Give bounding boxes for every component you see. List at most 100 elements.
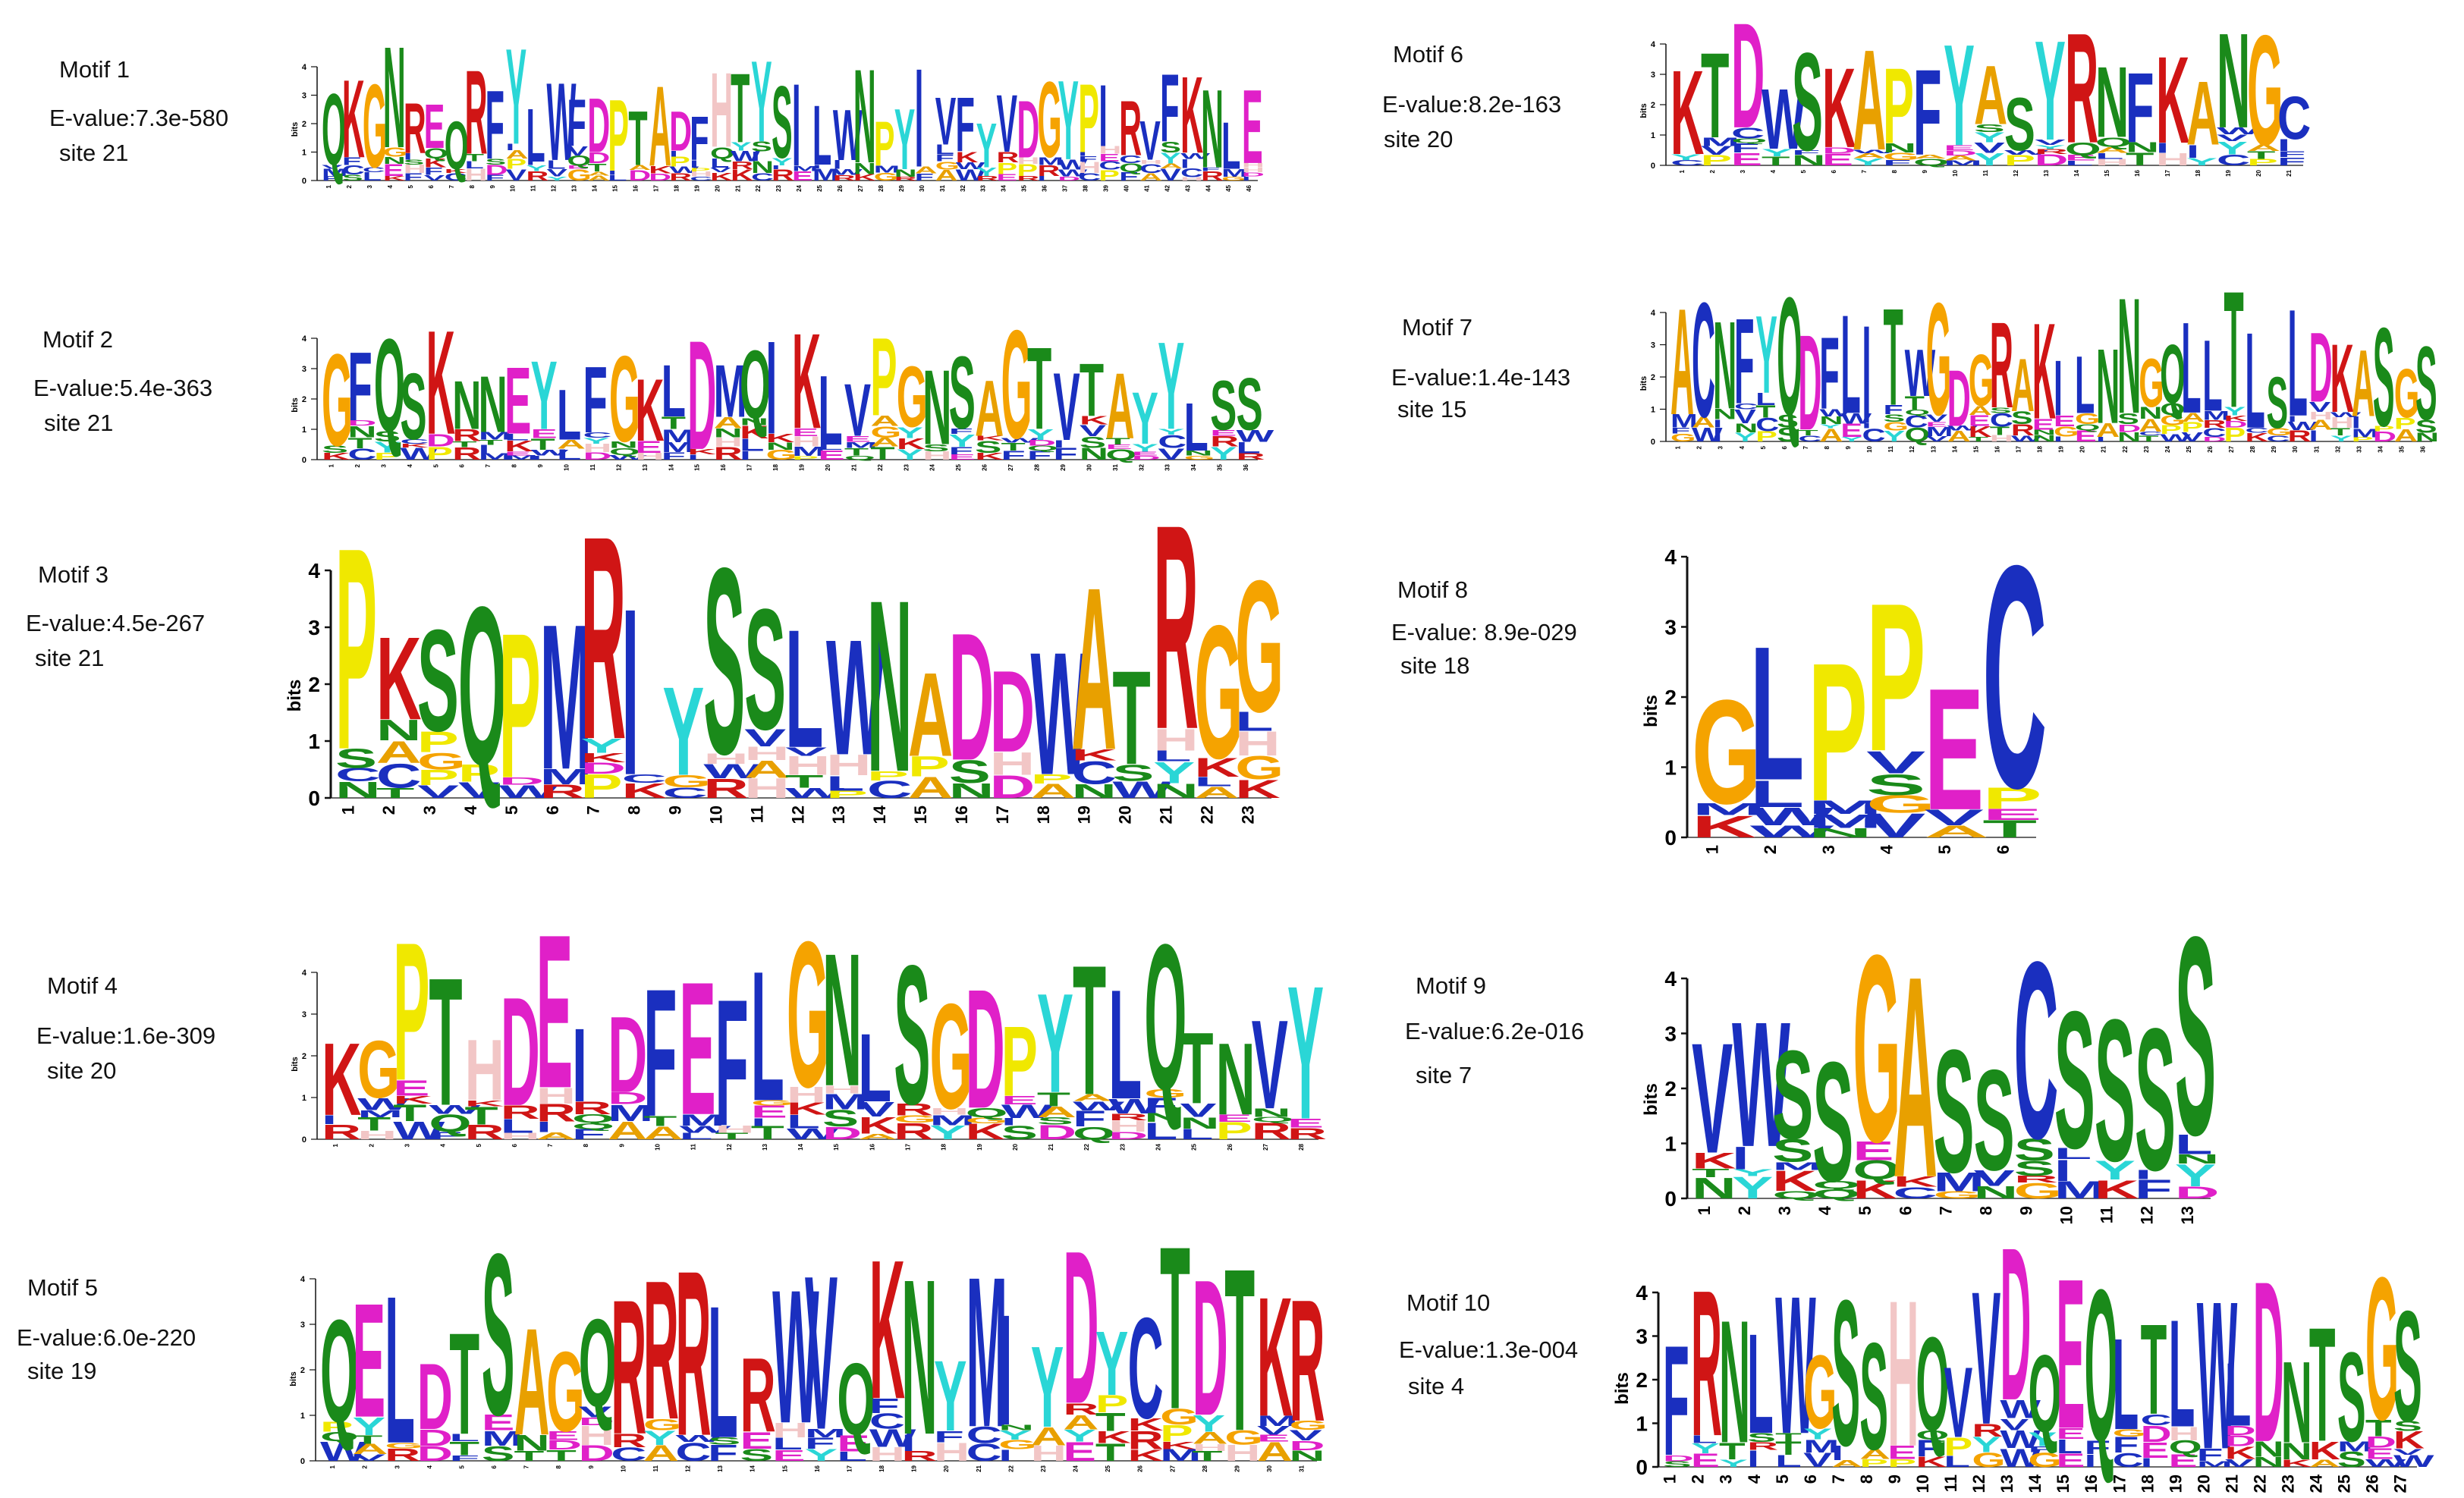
logo-letter: F — [690, 104, 709, 174]
logo-letter: F — [915, 172, 934, 183]
logo-letter: W — [2004, 149, 2049, 156]
logo-letter: V — [744, 724, 786, 752]
position-label: 11 — [2098, 1206, 2117, 1223]
motif-8-name: Motif 8 — [1397, 576, 1469, 603]
position-label: 9 — [1885, 1474, 1904, 1484]
logo-letter: R — [731, 159, 753, 171]
logo-letter: G — [363, 60, 387, 193]
logo-letter: A — [1692, 414, 1715, 431]
logo-letter: I — [1078, 151, 1086, 157]
logo-letter: D — [417, 1424, 453, 1451]
logo-letter: N — [1974, 1182, 2019, 1202]
motif-7-evalue: E-value:1.4e-143 — [1391, 364, 1571, 391]
logo-letter: Y — [1974, 149, 2005, 169]
logo-letter: E — [2365, 1445, 2394, 1462]
logo-letter: R — [2014, 1174, 2059, 1185]
logo-letter: L — [1184, 388, 1208, 465]
logo-letter: L — [785, 594, 823, 783]
logo-letter: Q — [1073, 1123, 1115, 1143]
logo-letter: S — [2054, 971, 2095, 1190]
logo-letter: L — [1180, 1126, 1213, 1143]
logo-letter: D — [426, 430, 455, 450]
logo-letter: T — [1027, 324, 1051, 454]
logo-letter: S — [2393, 1418, 2422, 1434]
logo-letter: E — [949, 453, 976, 461]
logo-letter: R — [2288, 427, 2312, 444]
position-label: 13 — [717, 1465, 724, 1471]
logo-letter: V — [1944, 1346, 1972, 1459]
position-label: 10 — [706, 806, 725, 824]
logo-letter: Y — [526, 164, 548, 173]
logo-letter: E — [1926, 421, 1948, 429]
position-label: 17 — [652, 184, 659, 191]
logo-letter: E — [1969, 413, 1991, 429]
logo-letter: A — [353, 1441, 388, 1457]
logo-letter: V — [1080, 422, 1106, 440]
logo-letter: A — [714, 414, 743, 432]
logo-letter: T — [1180, 1012, 1213, 1125]
logo-letter: C — [1128, 1289, 1164, 1449]
logo-letter: I — [772, 165, 780, 171]
logo-letter: A — [1193, 1429, 1228, 1447]
logo-letter: G — [998, 1437, 1037, 1452]
position-label: 19 — [799, 463, 806, 470]
motif-2-site: site 21 — [44, 410, 114, 436]
position-label: 4 — [1815, 1205, 1834, 1215]
logo-letter: G — [966, 1116, 1008, 1125]
position-label: 6 — [1994, 845, 2013, 854]
logo-letter: C — [1862, 425, 1886, 445]
position-label: 15 — [612, 184, 619, 191]
position-label: 2 — [346, 184, 353, 188]
logo-letter: D — [2373, 429, 2396, 445]
position-label: 26 — [2363, 1474, 2382, 1493]
logo-letter: E — [1822, 150, 1853, 169]
position-label: 12 — [2138, 1206, 2157, 1224]
logo-letter: F — [662, 451, 686, 463]
bits-axis-label: bits — [1639, 103, 1648, 118]
logo-letter: Q — [2160, 400, 2185, 419]
position-label: 16 — [1994, 445, 2000, 452]
position-label: 25 — [955, 463, 962, 470]
logo-letter: M — [1772, 1160, 1824, 1173]
y-tick-label: 0 — [1664, 1187, 1677, 1211]
position-label: 4 — [461, 805, 480, 815]
position-label: 18 — [2195, 169, 2202, 176]
logo-letter: L — [2175, 1129, 2213, 1160]
position-label: 5 — [1856, 1206, 1875, 1215]
logo-letter: K — [766, 432, 795, 445]
logo-letter: A — [2394, 426, 2418, 445]
logo-letter: Q — [2085, 1244, 2118, 1487]
logo-letter: R — [1037, 162, 1060, 179]
logo-letter: G — [2113, 1427, 2146, 1439]
position-label: 2 — [1696, 445, 1703, 449]
motif-4-logo: 01234bitsRIK1HTMWG2WTKEP3FQWT4RTKH5HLRD6… — [291, 888, 1327, 1164]
logo-letter: D — [583, 451, 611, 462]
logo-letter: T — [514, 1449, 544, 1465]
position-label: 26 — [1227, 1143, 1234, 1150]
logo-letter: D — [949, 596, 995, 799]
logo-letter: T — [2365, 1415, 2392, 1442]
logo-letter: K — [2224, 414, 2248, 423]
logo-letter: C — [335, 765, 381, 785]
logo-letter: D — [587, 83, 610, 169]
position-label: 7 — [547, 1143, 554, 1147]
logo-letter: K — [740, 422, 769, 442]
position-label: 34 — [1001, 184, 1007, 191]
logo-letter: I — [1831, 1441, 1843, 1465]
logo-letter: P — [2394, 415, 2416, 433]
logo-letter: H — [1180, 176, 1203, 181]
y-tick-label: 4 — [1664, 967, 1677, 991]
logo-letter: E — [1887, 1443, 1916, 1464]
logo-letter: Q — [2160, 327, 2185, 421]
logo-letter: R — [1119, 85, 1142, 173]
logo-letter: S — [1933, 1013, 1974, 1209]
logo-letter: G — [643, 1416, 682, 1434]
logo-letter: V — [858, 1098, 895, 1121]
logo-letter: N — [2281, 1437, 2312, 1465]
logo-letter: N — [1692, 1172, 1736, 1205]
logo-letter: F — [1734, 292, 1754, 429]
logo-letter: E — [1098, 152, 1120, 164]
logo-letter: I — [1732, 1140, 1749, 1176]
logo-letter: A — [975, 364, 1004, 454]
logo-letter: H — [772, 1418, 808, 1442]
